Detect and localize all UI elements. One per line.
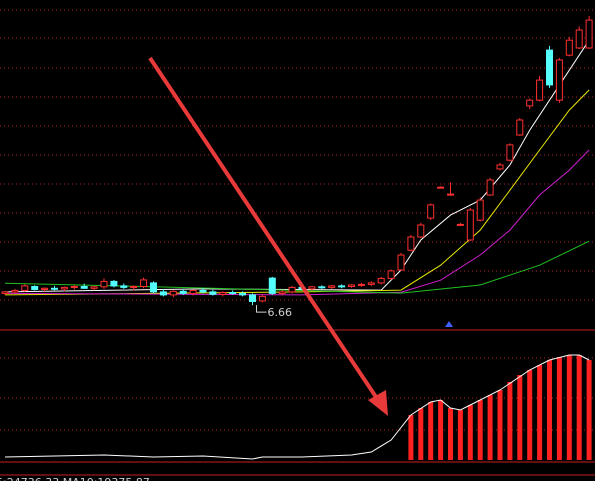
candle-body <box>209 291 217 295</box>
candle-body <box>387 270 395 279</box>
indicator-bar <box>457 410 463 460</box>
indicator-bar <box>477 400 483 460</box>
candle-body <box>21 285 29 291</box>
candle-body <box>258 295 266 302</box>
candle-body <box>229 292 237 294</box>
candle-body <box>377 277 385 284</box>
candle-body <box>249 294 256 302</box>
candle-body <box>526 99 534 107</box>
candle-body <box>130 286 138 288</box>
candle-body <box>338 285 346 288</box>
plot: 6.66 5:24736.33 MA10:19375.87 <box>0 15 593 481</box>
candle-body <box>90 286 98 289</box>
indicator-bar <box>566 355 572 460</box>
ma-line <box>4 39 590 293</box>
indicator-bar <box>438 400 444 460</box>
candle-body <box>348 284 355 287</box>
indicator-bar <box>547 360 552 460</box>
arrow-head <box>368 390 388 416</box>
indicator-bar <box>586 360 592 460</box>
indicator-bar <box>527 370 533 460</box>
candle-body <box>437 186 445 189</box>
candle-body <box>456 223 464 226</box>
candle-body <box>397 254 405 271</box>
signal-marker <box>445 321 453 327</box>
candle-body <box>189 289 197 294</box>
candle-body <box>555 59 563 101</box>
candle-body <box>159 291 167 296</box>
candle-body <box>585 19 593 49</box>
indicator-bar <box>428 402 434 460</box>
candle-body <box>51 287 58 290</box>
candle-body <box>447 193 454 196</box>
indicator-bar <box>418 408 424 460</box>
low-pointer <box>256 305 267 313</box>
candle-body <box>466 209 474 241</box>
candle-body <box>60 286 68 290</box>
ma-line <box>4 89 590 296</box>
candle-body <box>100 280 108 288</box>
indicator-bar <box>507 382 513 460</box>
candle-body <box>546 49 553 86</box>
candle-body <box>407 236 415 251</box>
candle-body <box>516 119 524 136</box>
indicator-bar <box>487 395 493 460</box>
low-label: 6.66 <box>268 306 293 319</box>
candle-body <box>70 286 78 288</box>
indicator-bar <box>576 355 582 460</box>
indicator-bar <box>448 408 453 460</box>
candle-body <box>268 277 276 294</box>
candle-body <box>367 282 375 285</box>
candle-body <box>318 286 326 289</box>
candle-body <box>219 292 227 295</box>
candle-body <box>140 279 148 287</box>
candle-body <box>427 204 435 219</box>
arrow-shaft <box>148 56 380 402</box>
indicator-bar <box>408 415 414 460</box>
grid <box>0 9 595 431</box>
candle-body <box>536 79 544 101</box>
candle-body <box>288 286 296 293</box>
candle-body <box>169 290 177 296</box>
indicator-bar <box>537 365 543 460</box>
indicator-bar <box>517 375 523 460</box>
candle-body <box>278 291 286 294</box>
indicator-bar <box>467 405 473 460</box>
candle-body <box>150 282 157 293</box>
candle-body <box>199 289 207 293</box>
candle-body <box>41 287 49 290</box>
indicator-bar <box>497 390 503 460</box>
candle-body <box>1 291 9 294</box>
candle-body <box>417 224 425 238</box>
candle-body <box>120 285 128 288</box>
indicator-line <box>4 354 590 460</box>
candle-body <box>486 179 494 196</box>
candle-body <box>80 286 88 289</box>
candle-body <box>11 289 19 293</box>
candle-body <box>308 286 316 290</box>
candle-body <box>239 292 247 296</box>
candle-body <box>506 144 514 161</box>
indicator-bar <box>556 357 562 460</box>
candle-body <box>110 280 118 287</box>
candle-body <box>575 29 583 49</box>
candle-body <box>565 39 573 56</box>
candle-body <box>496 164 504 170</box>
indicator-legend: 5:24736.33 MA10:19375.87 <box>0 476 150 481</box>
candle-body <box>31 286 39 290</box>
candle-body <box>179 290 187 294</box>
candle-body <box>476 199 484 221</box>
ma-line <box>4 240 590 294</box>
candle-body <box>357 283 365 286</box>
candle-body <box>328 285 336 288</box>
ma-line <box>4 149 590 296</box>
